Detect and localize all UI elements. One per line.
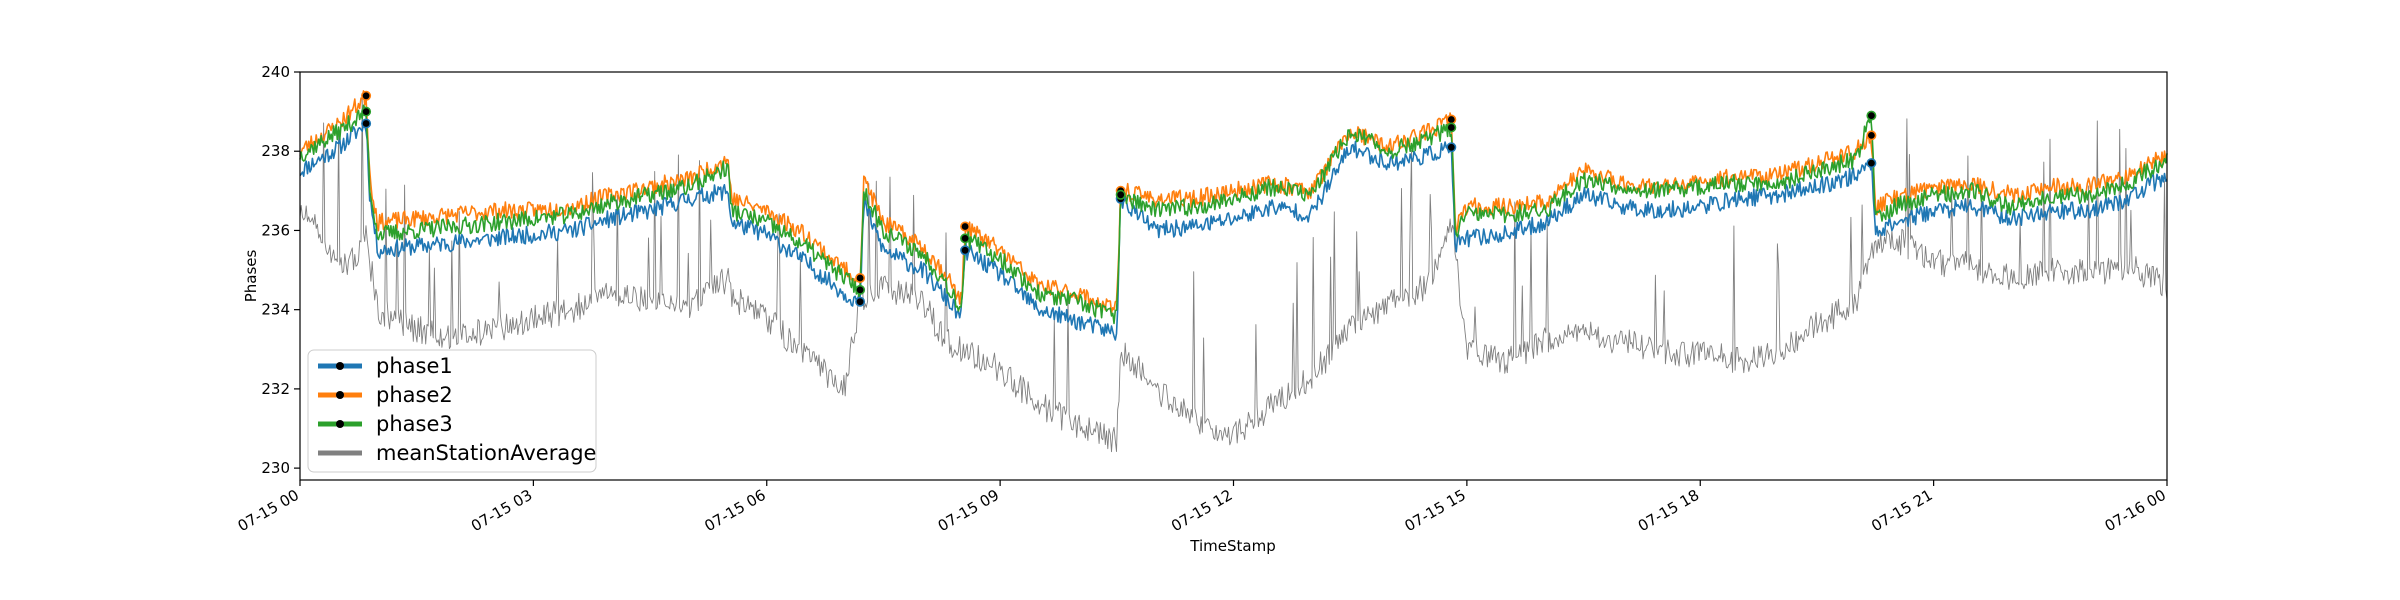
legend-marker-phase1 [336, 362, 344, 370]
legend: phase1 phase2 phase3 meanStationAverage [307, 349, 597, 473]
data-point-phase1 [960, 245, 971, 256]
series-line-meanStationAverage [299, 92, 2168, 453]
y-tick-label: 240 [261, 63, 290, 81]
data-point-phase3 [361, 106, 372, 117]
x-axis-label: TimeStamp [1189, 537, 1275, 555]
legend-label-phase2: phase2 [376, 383, 453, 407]
data-point-phase2 [1446, 114, 1457, 125]
y-tick-label: 236 [261, 221, 290, 239]
legend-marker-phase3 [336, 420, 344, 428]
data-point-phase1 [1866, 158, 1877, 169]
data-point-phase3 [1866, 110, 1877, 121]
series-line-phase3 [299, 104, 2168, 325]
data-point-phase3 [1115, 189, 1126, 200]
data-point-phase2 [361, 90, 372, 101]
data-point-phase2 [960, 221, 971, 232]
y-axis-label: Phases [242, 250, 260, 303]
data-point-phase3 [1446, 122, 1457, 133]
series-line-phase2 [299, 90, 2168, 314]
data-point-phase3 [960, 233, 971, 244]
data-point-phase3 [855, 284, 866, 295]
series-layer [299, 90, 2168, 453]
y-tick-label: 234 [261, 301, 290, 319]
legend-label-phase1: phase1 [376, 354, 453, 378]
y-tick-label: 238 [261, 142, 290, 160]
data-point-phase1 [361, 118, 372, 129]
legend-box [307, 349, 597, 473]
data-point-phase2 [1866, 130, 1877, 141]
y-tick-label: 232 [261, 380, 290, 398]
y-axis: 230 232 234 236 238 240 [261, 63, 300, 477]
y-tick-label: 230 [261, 459, 290, 477]
data-point-phase1 [1446, 142, 1457, 153]
data-point-phase1 [855, 296, 866, 307]
legend-marker-phase2 [336, 391, 344, 399]
legend-label-meanStationAverage: meanStationAverage [376, 441, 596, 465]
legend-label-phase3: phase3 [376, 412, 453, 436]
series-line-phase1 [299, 123, 2168, 341]
data-point-phase2 [855, 272, 866, 283]
